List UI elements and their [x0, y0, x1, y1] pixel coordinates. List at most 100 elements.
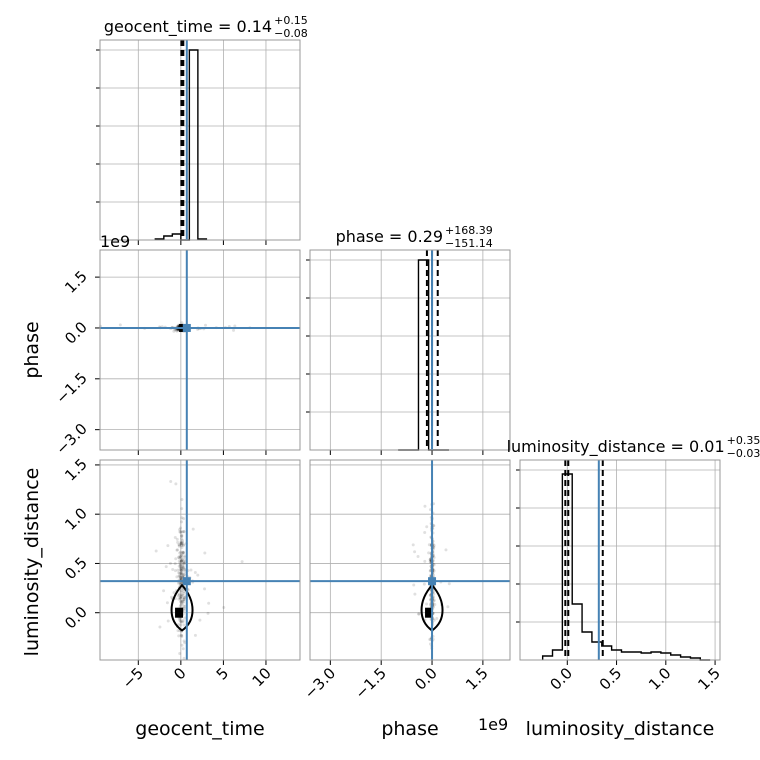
- scatter-point: [182, 573, 186, 577]
- scatter-point: [180, 574, 184, 578]
- scatter-point: [180, 568, 184, 572]
- scatter-point: [176, 594, 180, 598]
- scatter-point: [179, 594, 183, 598]
- scatter-point: [174, 482, 178, 486]
- scatter-point: [179, 576, 183, 580]
- scatter-point: [196, 573, 200, 577]
- scatter-point: [177, 556, 181, 560]
- scatter-point: [183, 570, 187, 574]
- scatter-point: [177, 592, 181, 596]
- scatter-point: [432, 599, 436, 603]
- scatter-point: [177, 581, 181, 585]
- x-axis-label-luminosity-distance: luminosity_distance: [526, 718, 715, 740]
- scatter-point: [178, 561, 182, 565]
- title-main: geocent_time = 0.14: [104, 17, 272, 37]
- scatter-point: [166, 544, 170, 548]
- grid: [310, 460, 510, 660]
- scatter-point: [178, 597, 182, 601]
- scatter-point: [180, 635, 184, 639]
- scatter-point: [182, 598, 186, 602]
- scatter-point: [179, 541, 183, 545]
- x-tick-label: 1.5: [694, 664, 724, 694]
- scatter-point: [432, 618, 436, 622]
- scatter-point: [177, 622, 181, 626]
- scatter-point: [179, 542, 183, 546]
- grid: [100, 460, 300, 660]
- scatter-point: [432, 524, 436, 528]
- scatter-point: [428, 559, 432, 563]
- scatter-point: [179, 623, 183, 627]
- scatter-point: [175, 328, 179, 332]
- scatter-point: [181, 566, 185, 570]
- scatter-point: [207, 601, 211, 605]
- grid: [310, 250, 510, 450]
- panel-frame: [99, 459, 301, 661]
- scatter-point: [179, 600, 183, 604]
- x-tick-label: 5: [213, 664, 232, 683]
- scatter-point: [179, 596, 183, 600]
- scatter-point: [183, 604, 187, 608]
- y-axis-label-luminosity-distance: luminosity_distance: [21, 468, 43, 657]
- scatter-point: [179, 567, 183, 571]
- scatter-point: [180, 559, 184, 563]
- density-peak: [175, 607, 184, 618]
- scatter-point: [179, 571, 183, 575]
- scatter-point: [422, 582, 426, 586]
- scatter-point: [182, 597, 186, 601]
- scatter-point: [182, 551, 186, 555]
- title-lower-error: −0.08: [274, 27, 308, 40]
- scatter-point: [179, 526, 183, 530]
- scatter-point: [180, 520, 184, 524]
- scatter-point: [181, 564, 185, 568]
- scatter-point: [173, 328, 177, 332]
- scatter-point: [179, 530, 183, 534]
- scatter-point: [174, 557, 178, 561]
- scatter-point: [416, 554, 420, 558]
- scatter-point: [179, 530, 183, 534]
- panel-frame: [99, 39, 301, 241]
- scatter-point: [180, 572, 184, 576]
- scatter-point: [181, 647, 185, 651]
- panel-geocent_time-vs-phase: −3.0 −1.5 0.0 1.5: [52, 249, 301, 458]
- scatter-point: [180, 530, 184, 534]
- scatter-point: [446, 605, 450, 609]
- scatter-point: [177, 593, 181, 597]
- scatter-point: [182, 604, 186, 608]
- scatter-point: [193, 571, 197, 575]
- scatter-point: [173, 536, 177, 540]
- scatter-point: [417, 612, 421, 616]
- scatter-point: [178, 551, 182, 555]
- title-upper-error: +168.39: [445, 224, 493, 237]
- scatter-point: [178, 575, 182, 579]
- x-tick-label: 10: [249, 664, 275, 690]
- scatter-point: [180, 572, 184, 576]
- scatter-point: [180, 546, 184, 550]
- scatter-point: [182, 590, 186, 594]
- scatter-point: [412, 583, 416, 587]
- scatter-point: [182, 623, 186, 627]
- scatter-point: [222, 605, 226, 609]
- scatter-point: [118, 323, 122, 327]
- scatter-point: [179, 541, 183, 545]
- x-tick-label: −3.0: [301, 664, 339, 702]
- scatter-point: [182, 591, 186, 595]
- x-tick-label: −1.5: [352, 664, 390, 702]
- title-main: luminosity_distance = 0.01: [507, 437, 725, 457]
- scatter-point: [182, 609, 186, 613]
- density-peak: [425, 607, 434, 618]
- scatter-point: [180, 516, 184, 520]
- scatter-point: [180, 558, 184, 562]
- scatter-point: [173, 569, 177, 573]
- scatter-point: [182, 562, 186, 566]
- scatter-point: [179, 566, 183, 570]
- scatter-point: [179, 540, 183, 544]
- scatter-point: [182, 568, 186, 572]
- scatter-point: [427, 543, 431, 547]
- scatter-point: [182, 639, 186, 643]
- scatter-point: [180, 557, 184, 561]
- scatter-point: [179, 619, 183, 623]
- scatter-point: [182, 597, 186, 601]
- scatter-point: [164, 565, 168, 569]
- y-tick-label: 1.5: [61, 455, 91, 485]
